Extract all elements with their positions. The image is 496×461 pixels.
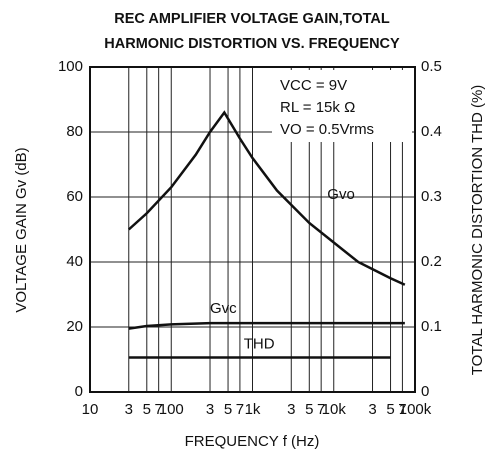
x-tick-label: 7 xyxy=(398,401,406,418)
series-label: THD xyxy=(244,336,275,353)
chart-title: REC AMPLIFIER VOLTAGE GAIN,TOTAL xyxy=(114,11,390,27)
x-tick-label: 7 xyxy=(236,401,244,418)
y2-tick-label: 0.4 xyxy=(421,123,442,140)
line-series xyxy=(128,321,405,330)
x-tick-label: 1k xyxy=(245,401,261,418)
x-tick-label: 5 xyxy=(224,401,232,418)
chart-title: HARMONIC DISTORTION VS. FREQUENCY xyxy=(104,36,400,52)
x-tick-label: 3 xyxy=(287,401,295,418)
y2-tick-label: 0.1 xyxy=(421,318,442,335)
annotation: RL = 15k Ω xyxy=(280,99,355,116)
y2-tick-label: 0.3 xyxy=(421,188,442,205)
x-tick-label: 7 xyxy=(154,401,162,418)
x-tick-label: 3 xyxy=(125,401,133,418)
y-axis-label: VOLTAGE GAIN Gv (dB) xyxy=(13,147,30,312)
series-label: Gvc xyxy=(210,300,237,317)
y-tick-label: 60 xyxy=(66,188,83,205)
x-tick-label: 100k xyxy=(399,401,432,418)
x-tick-label: 7 xyxy=(317,401,325,418)
y-tick-label: 100 xyxy=(58,58,83,75)
y-tick-label: 40 xyxy=(66,253,83,270)
x-tick-label: 10k xyxy=(322,401,347,418)
x-tick-label: 5 xyxy=(305,401,313,418)
line-series xyxy=(127,110,406,286)
x-tick-label: 3 xyxy=(206,401,214,418)
y-tick-label: 20 xyxy=(66,318,83,335)
y2-tick-label: 0.5 xyxy=(421,58,442,75)
x-tick-label: 3 xyxy=(368,401,376,418)
annotation-box xyxy=(272,70,412,142)
y2-tick-label: 0.2 xyxy=(421,253,442,270)
series-label: Gvo xyxy=(327,186,355,203)
x-tick-label: 100 xyxy=(159,401,184,418)
y-tick-label: 0 xyxy=(75,383,83,400)
x-tick-label: 10 xyxy=(82,401,99,418)
y2-tick-label: 0 xyxy=(421,383,429,400)
plot-frame xyxy=(89,66,416,393)
x-axis-label: FREQUENCY f (Hz) xyxy=(185,433,320,450)
x-tick-label: 5 xyxy=(386,401,394,418)
y2-axis-label: TOTAL HARMONIC DISTORTION THD (%) xyxy=(469,85,486,376)
x-tick-label: 5 xyxy=(143,401,151,418)
y-tick-label: 80 xyxy=(66,123,83,140)
annotation: VCC = 9V xyxy=(280,77,347,94)
annotation: VO = 0.5Vrms xyxy=(280,121,374,138)
